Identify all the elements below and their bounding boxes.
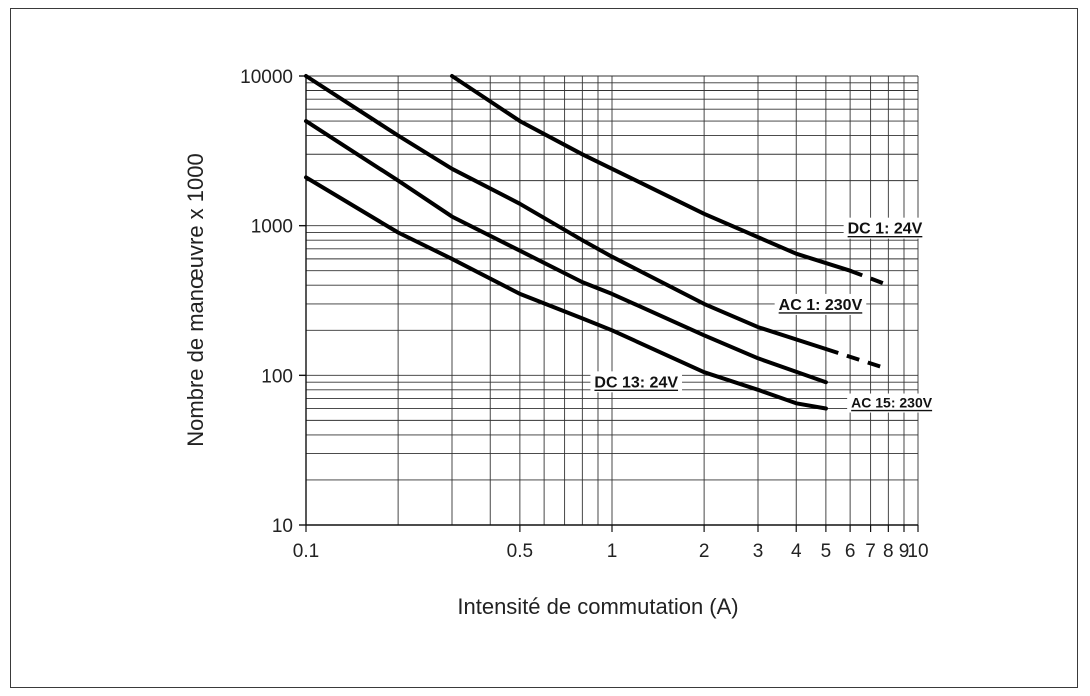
- series-label-dc-13-24v: DC 13: 24V: [590, 371, 683, 393]
- x-tick-label: 6: [845, 541, 856, 562]
- y-axis-label: Nombre de manœuvre x 1000: [183, 153, 208, 446]
- series-label-ac-15-230v: AC 15: 230V: [847, 393, 937, 413]
- x-tick-label: 9: [899, 541, 910, 562]
- x-tick-label: 4: [791, 541, 802, 562]
- x-tick-label: 2: [699, 541, 710, 562]
- series-line-dc-13-24v: [304, 175, 828, 411]
- series-label-text: AC 1: 230V: [779, 297, 863, 314]
- series-label-background: [590, 371, 683, 393]
- x-tick-label: 1: [607, 541, 618, 562]
- series-label-dc-1-24v: DC 1: 24V: [843, 217, 927, 239]
- series-dashed-ac-1-230v: [825, 347, 889, 372]
- series-label-text: DC 13: 24V: [594, 374, 678, 391]
- x-tick-label: 0.1: [293, 541, 319, 562]
- x-tick-label: 10: [907, 541, 928, 562]
- x-tick-label: 8: [883, 541, 894, 562]
- series-labels: DC 1: 24V AC 1: 230V AC 15: 230V DC 13: 24V: [590, 217, 937, 413]
- series-line-ac-15-230v: [304, 119, 828, 385]
- series-label-text: AC 15: 230V: [851, 395, 933, 411]
- x-tick-label: 0.5: [507, 541, 533, 562]
- x-tick-label: 3: [753, 541, 764, 562]
- series-label-ac-1-230v: AC 1: 230V: [774, 293, 867, 315]
- y-tick-label: 100: [261, 366, 293, 387]
- series-label-text: DC 1: 24V: [848, 221, 923, 238]
- series-label-background: [774, 293, 867, 315]
- series-label-background: [847, 393, 937, 413]
- series-dashed-dc-1-24v: [849, 268, 890, 288]
- x-tick-label: 5: [821, 541, 832, 562]
- x-tick-label: 7: [865, 541, 876, 562]
- y-tick-label: 10000: [240, 67, 293, 88]
- series-line-ac-1-230v: [304, 74, 828, 351]
- series-group: [304, 74, 890, 411]
- y-tick-label: 10: [272, 516, 293, 537]
- series-line-dc-1-24v: [450, 74, 853, 273]
- series-label-background: [843, 217, 927, 239]
- y-tick-label: 1000: [251, 217, 293, 238]
- x-axis-label: Intensité de commutation (A): [457, 594, 738, 619]
